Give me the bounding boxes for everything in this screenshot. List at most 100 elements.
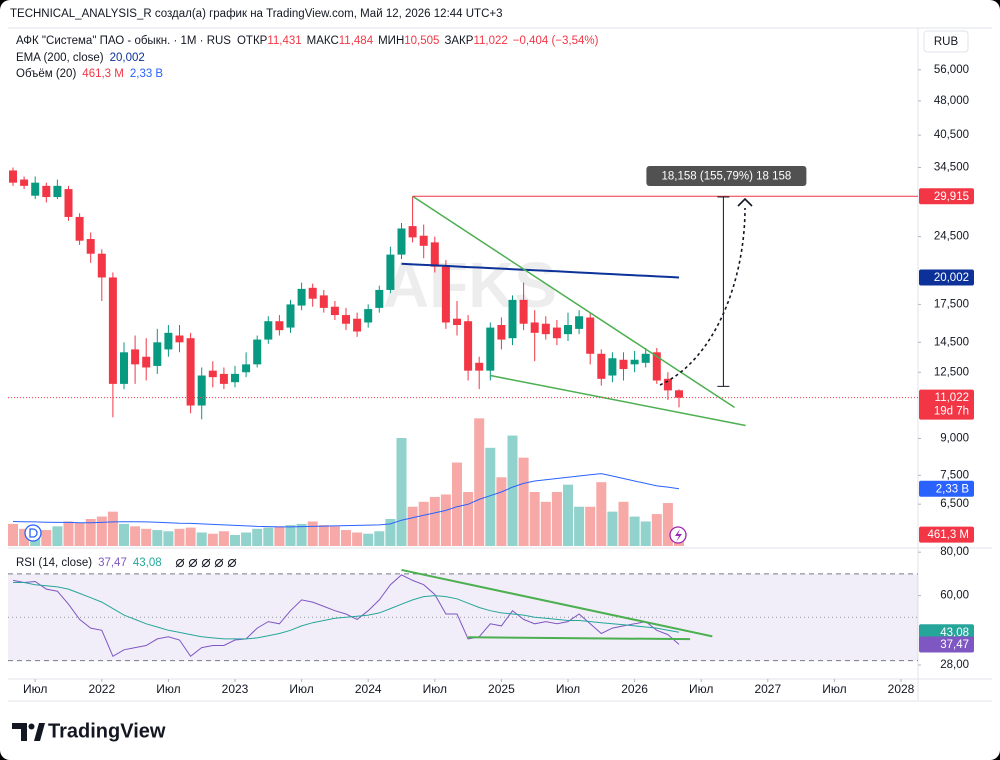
legend-change: −0,404 (−3,54%) [513, 35, 599, 47]
volume-bar [318, 525, 329, 546]
x-tick-label: Июл [689, 682, 713, 696]
arrow-head [737, 197, 753, 207]
candle-body [286, 304, 295, 328]
volume-bar [19, 528, 30, 546]
dividend-icon[interactable] [24, 524, 42, 542]
candle-body [9, 170, 17, 183]
y-tick-label: 14,500 [934, 336, 969, 348]
rsi-line [12, 574, 680, 658]
price-tag-label: 11,022 [935, 392, 969, 404]
legend-label: Объём (20) [16, 68, 76, 80]
volume-bar [651, 514, 662, 546]
countdown: 19d 7h [934, 406, 969, 418]
scale-tag-label: 43,08 [940, 627, 969, 639]
legend-label: МИН [378, 35, 404, 47]
volume-bar [296, 523, 307, 546]
volume-bar [640, 521, 651, 546]
candle-body [597, 353, 606, 379]
y-tick-label: 60,00 [940, 590, 969, 602]
volume-bar [407, 506, 418, 546]
candle-body [342, 315, 350, 324]
volume-bar [119, 523, 129, 546]
event-icon[interactable] [669, 526, 687, 544]
volume-bar [218, 531, 229, 546]
candle-body [552, 327, 561, 339]
volume-bar [662, 503, 673, 546]
header-text: TECHNICAL_ANALYSIS_R создал(а) график на… [10, 8, 503, 20]
candle-body [164, 332, 173, 350]
candle-body [308, 287, 317, 299]
volume-bar [418, 501, 429, 546]
candle-body [330, 306, 339, 316]
rsi-band [8, 573, 918, 661]
candle-body [264, 321, 273, 340]
y-tick-label: 40,500 [934, 129, 969, 141]
candle-body [675, 390, 683, 398]
volume-bar [252, 528, 263, 546]
volume-bar [185, 527, 196, 546]
candle-body [564, 325, 572, 335]
candle-body [375, 289, 384, 308]
legend-label: EMA (200, close) [16, 52, 104, 64]
visibility-icons [175, 558, 237, 568]
candle-body [231, 373, 239, 383]
candle-body [353, 318, 362, 332]
volume-bar [107, 511, 118, 546]
legend-value: 43,08 [133, 557, 162, 569]
legend-label: ОТКР [237, 35, 268, 47]
x-tick-label: 2024 [355, 682, 382, 696]
y-tick-label: 34,500 [934, 162, 969, 174]
volume-bar [329, 526, 340, 546]
candle-body [142, 356, 151, 368]
volume-bar [607, 511, 618, 546]
volume-bar [307, 521, 318, 546]
y-tick-label: 28,00 [940, 659, 969, 671]
plot-area: 56,000 48,000 40,500 34,500 24,500 17,500 14,5… [8, 64, 969, 696]
candle-body [42, 185, 51, 198]
candle-body [475, 362, 484, 371]
legend-value: 11,022 [473, 35, 507, 47]
candle-body [86, 239, 95, 254]
volume-bar [196, 532, 207, 546]
volume-bar [41, 530, 52, 546]
candle-body [386, 254, 395, 290]
candle-body [53, 185, 62, 198]
currency: RUB [934, 36, 959, 48]
candle-body [663, 378, 672, 391]
legend-main: АФК "Система" ПАО - обыкн. · 1M · RUS ОТК… [16, 35, 599, 47]
volume-bar [396, 438, 407, 546]
y-tick-label: 7,500 [940, 469, 969, 481]
scale-tag-label: 37,47 [940, 639, 969, 651]
x-tick-label: Июл [423, 682, 447, 696]
scale-tag-label: 29,915 [934, 191, 969, 203]
volume-bar [207, 533, 218, 546]
volume-bar [285, 525, 296, 546]
candle-body [120, 352, 128, 384]
x-tick-label: Июл [289, 682, 313, 696]
legend-value: 11,484 [339, 35, 374, 47]
scale-tag [919, 636, 974, 653]
scale-tag [919, 269, 974, 286]
candle-body [619, 359, 628, 370]
volume-bar [585, 506, 596, 546]
volume-bar [596, 482, 607, 546]
legend-label: МАКС [307, 35, 339, 47]
rsi-trendline [468, 636, 691, 641]
currency-box[interactable] [923, 30, 969, 53]
panes [8, 27, 992, 702]
candle-body [530, 322, 539, 333]
candle-body [586, 317, 595, 354]
legend-rsi: RSI (14, close) 37,47 43,08 [16, 557, 162, 569]
legend-label: ЗАКР [444, 35, 473, 47]
y-tick-label: 80,00 [940, 546, 969, 558]
candle-body [508, 299, 517, 339]
volume-bar [551, 492, 562, 546]
legend-volume: Объём (20) 461,3 M 2,33 B [16, 68, 163, 80]
candle-body [275, 321, 284, 331]
x-tick-label: 2023 [222, 682, 249, 696]
scale-tag-label: 20,002 [934, 272, 969, 284]
volume-ma-line [12, 473, 680, 528]
